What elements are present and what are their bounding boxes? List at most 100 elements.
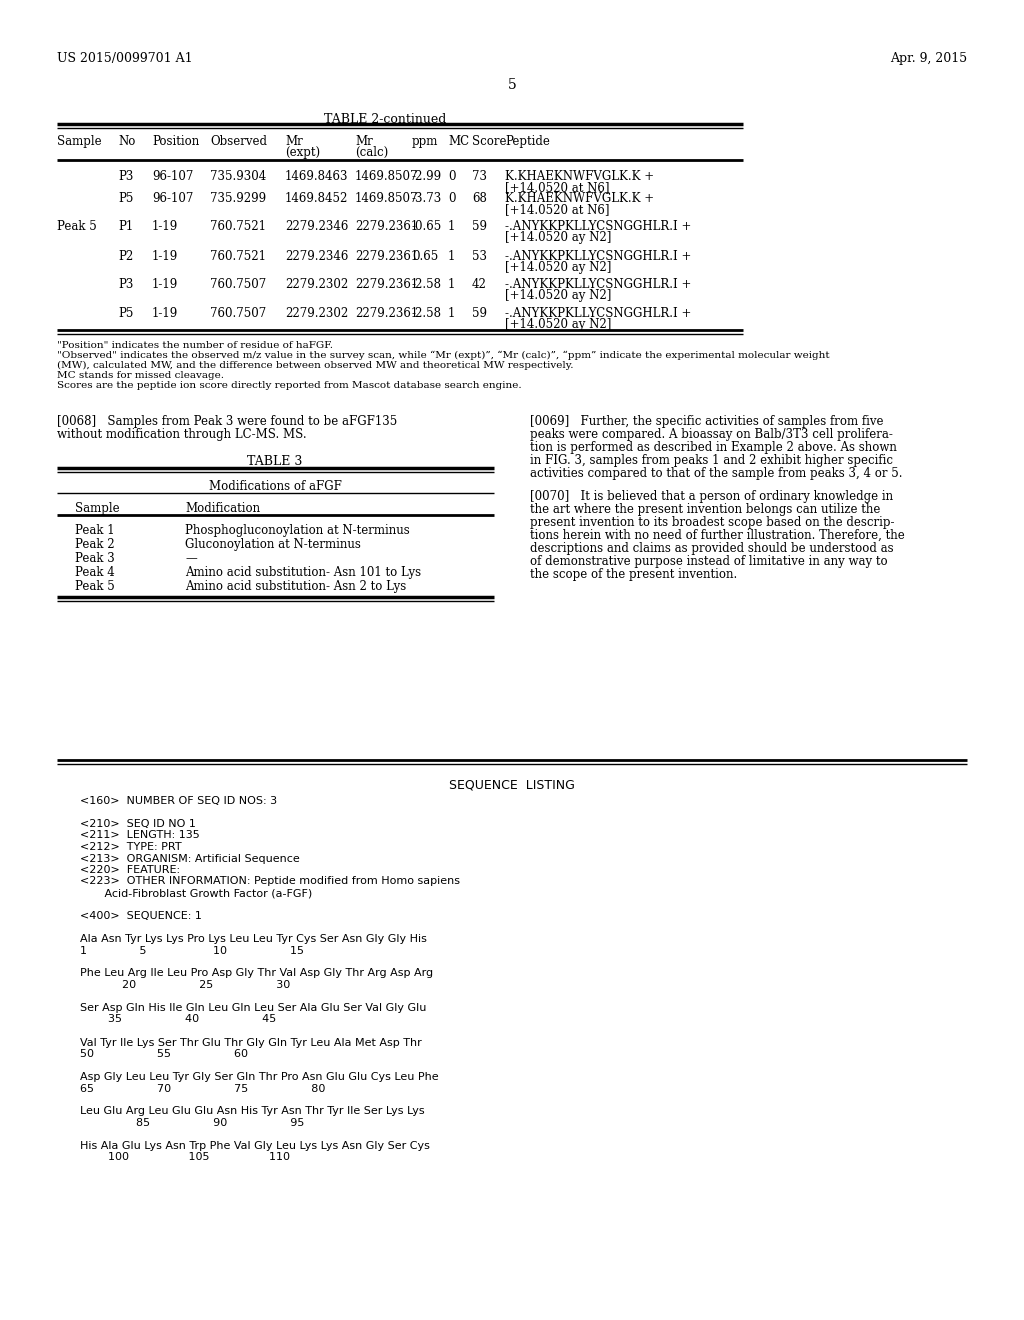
Text: Acid-Fibroblast Growth Factor (a-FGF): Acid-Fibroblast Growth Factor (a-FGF) bbox=[80, 888, 312, 898]
Text: activities compared to that of the sample from peaks 3, 4 or 5.: activities compared to that of the sampl… bbox=[530, 467, 902, 480]
Text: [0069]   Further, the specific activities of samples from five: [0069] Further, the specific activities … bbox=[530, 414, 884, 428]
Text: (MW), calculated MW, and the difference between observed MW and theoretical MW r: (MW), calculated MW, and the difference … bbox=[57, 360, 573, 370]
Text: -2.99: -2.99 bbox=[412, 170, 442, 183]
Text: 59: 59 bbox=[472, 308, 487, 319]
Text: 1469.8452: 1469.8452 bbox=[285, 191, 348, 205]
Text: Peptide: Peptide bbox=[505, 135, 550, 148]
Text: 53: 53 bbox=[472, 249, 487, 263]
Text: Leu Glu Arg Leu Glu Glu Asn His Tyr Asn Thr Tyr Ile Ser Lys Lys: Leu Glu Arg Leu Glu Glu Asn His Tyr Asn … bbox=[80, 1106, 425, 1117]
Text: [+14.0520 ay N2]: [+14.0520 ay N2] bbox=[505, 289, 611, 302]
Text: in FIG. 3, samples from peaks 1 and 2 exhibit higher specific: in FIG. 3, samples from peaks 1 and 2 ex… bbox=[530, 454, 893, 467]
Text: Peak 2: Peak 2 bbox=[75, 539, 115, 550]
Text: of demonstrative purpose instead of limitative in any way to: of demonstrative purpose instead of limi… bbox=[530, 554, 888, 568]
Text: the art where the present invention belongs can utilize the: the art where the present invention belo… bbox=[530, 503, 881, 516]
Text: <212>  TYPE: PRT: <212> TYPE: PRT bbox=[80, 842, 181, 851]
Text: the scope of the present invention.: the scope of the present invention. bbox=[530, 568, 737, 581]
Text: 0: 0 bbox=[449, 191, 456, 205]
Text: No: No bbox=[118, 135, 135, 148]
Text: 96-107: 96-107 bbox=[152, 170, 194, 183]
Text: Amino acid substitution- Asn 101 to Lys: Amino acid substitution- Asn 101 to Lys bbox=[185, 566, 421, 579]
Text: <213>  ORGANISM: Artificial Sequence: <213> ORGANISM: Artificial Sequence bbox=[80, 854, 300, 863]
Text: (expt): (expt) bbox=[285, 147, 321, 158]
Text: 59: 59 bbox=[472, 220, 487, 234]
Text: 1469.8463: 1469.8463 bbox=[285, 170, 348, 183]
Text: [0070]   It is believed that a person of ordinary knowledge in: [0070] It is believed that a person of o… bbox=[530, 490, 893, 503]
Text: Peak 4: Peak 4 bbox=[75, 566, 115, 579]
Text: Observed: Observed bbox=[210, 135, 267, 148]
Text: Peak 5: Peak 5 bbox=[75, 579, 115, 593]
Text: His Ala Glu Lys Asn Trp Phe Val Gly Leu Lys Lys Asn Gly Ser Cys: His Ala Glu Lys Asn Trp Phe Val Gly Leu … bbox=[80, 1140, 430, 1151]
Text: -3.73: -3.73 bbox=[412, 191, 442, 205]
Text: 1-19: 1-19 bbox=[152, 279, 178, 290]
Text: 2279.2361: 2279.2361 bbox=[355, 220, 418, 234]
Text: 2279.2302: 2279.2302 bbox=[285, 279, 348, 290]
Text: 20                  25                  30: 20 25 30 bbox=[80, 979, 290, 990]
Text: 2279.2346: 2279.2346 bbox=[285, 220, 348, 234]
Text: 35                  40                  45: 35 40 45 bbox=[80, 1015, 276, 1024]
Text: <210>  SEQ ID NO 1: <210> SEQ ID NO 1 bbox=[80, 818, 196, 829]
Text: 1               5                   10                  15: 1 5 10 15 bbox=[80, 945, 304, 956]
Text: 735.9304: 735.9304 bbox=[210, 170, 266, 183]
Text: Score: Score bbox=[472, 135, 507, 148]
Text: [0068]   Samples from Peak 3 were found to be aFGF135: [0068] Samples from Peak 3 were found to… bbox=[57, 414, 397, 428]
Text: -.ANYKKPKLLYCSNGGHLR.I +: -.ANYKKPKLLYCSNGGHLR.I + bbox=[505, 249, 691, 263]
Text: [+14.0520 at N6]: [+14.0520 at N6] bbox=[505, 203, 609, 216]
Text: [+14.0520 ay N2]: [+14.0520 ay N2] bbox=[505, 261, 611, 275]
Text: Scores are the peptide ion score directly reported from Mascot database search e: Scores are the peptide ion score directl… bbox=[57, 381, 521, 389]
Text: [+14.0520 at N6]: [+14.0520 at N6] bbox=[505, 181, 609, 194]
Text: 1: 1 bbox=[449, 220, 456, 234]
Text: tions herein with no need of further illustration. Therefore, the: tions herein with no need of further ill… bbox=[530, 529, 905, 543]
Text: -.ANYKKPKLLYCSNGGHLR.I +: -.ANYKKPKLLYCSNGGHLR.I + bbox=[505, 279, 691, 290]
Text: 5: 5 bbox=[508, 78, 516, 92]
Text: 1: 1 bbox=[449, 249, 456, 263]
Text: SEQUENCE  LISTING: SEQUENCE LISTING bbox=[450, 777, 574, 791]
Text: P2: P2 bbox=[118, 249, 133, 263]
Text: <223>  OTHER INFORMATION: Peptide modified from Homo sapiens: <223> OTHER INFORMATION: Peptide modifie… bbox=[80, 876, 460, 887]
Text: <160>  NUMBER OF SEQ ID NOS: 3: <160> NUMBER OF SEQ ID NOS: 3 bbox=[80, 796, 278, 807]
Text: P5: P5 bbox=[118, 308, 133, 319]
Text: 1-19: 1-19 bbox=[152, 220, 178, 234]
Text: 735.9299: 735.9299 bbox=[210, 191, 266, 205]
Text: Mr: Mr bbox=[355, 135, 373, 148]
Text: (calc): (calc) bbox=[355, 147, 388, 158]
Text: peaks were compared. A bioassay on Balb/3T3 cell prolifera-: peaks were compared. A bioassay on Balb/… bbox=[530, 428, 893, 441]
Text: 2279.2361: 2279.2361 bbox=[355, 279, 418, 290]
Text: 760.7521: 760.7521 bbox=[210, 249, 266, 263]
Text: 50                  55                  60: 50 55 60 bbox=[80, 1049, 248, 1059]
Text: 65                  70                  75                  80: 65 70 75 80 bbox=[80, 1084, 326, 1093]
Text: -0.65: -0.65 bbox=[412, 220, 442, 234]
Text: descriptions and claims as provided should be understood as: descriptions and claims as provided shou… bbox=[530, 543, 894, 554]
Text: P1: P1 bbox=[118, 220, 133, 234]
Text: Modifications of aFGF: Modifications of aFGF bbox=[209, 480, 341, 492]
Text: Peak 1: Peak 1 bbox=[75, 524, 115, 537]
Text: K.KHAEKNWFVGLK.K +: K.KHAEKNWFVGLK.K + bbox=[505, 170, 654, 183]
Text: 0: 0 bbox=[449, 170, 456, 183]
Text: 2279.2361: 2279.2361 bbox=[355, 249, 418, 263]
Text: US 2015/0099701 A1: US 2015/0099701 A1 bbox=[57, 51, 193, 65]
Text: -.ANYKKPKLLYCSNGGHLR.I +: -.ANYKKPKLLYCSNGGHLR.I + bbox=[505, 308, 691, 319]
Text: 100                 105                 110: 100 105 110 bbox=[80, 1152, 290, 1163]
Text: -.ANYKKPKLLYCSNGGHLR.I +: -.ANYKKPKLLYCSNGGHLR.I + bbox=[505, 220, 691, 234]
Text: -2.58: -2.58 bbox=[412, 308, 442, 319]
Text: 85                  90                  95: 85 90 95 bbox=[80, 1118, 304, 1129]
Text: Phosphogluconoylation at N-terminus: Phosphogluconoylation at N-terminus bbox=[185, 524, 410, 537]
Text: 0.65: 0.65 bbox=[412, 249, 438, 263]
Text: ppm: ppm bbox=[412, 135, 438, 148]
Text: MC stands for missed cleavage.: MC stands for missed cleavage. bbox=[57, 371, 224, 380]
Text: —: — bbox=[185, 552, 197, 565]
Text: 42: 42 bbox=[472, 279, 486, 290]
Text: 1469.8507: 1469.8507 bbox=[355, 170, 419, 183]
Text: 760.7507: 760.7507 bbox=[210, 279, 266, 290]
Text: 1: 1 bbox=[449, 308, 456, 319]
Text: "Position" indicates the number of residue of haFGF.: "Position" indicates the number of resid… bbox=[57, 341, 333, 350]
Text: present invention to its broadest scope based on the descrip-: present invention to its broadest scope … bbox=[530, 516, 895, 529]
Text: Amino acid substitution- Asn 2 to Lys: Amino acid substitution- Asn 2 to Lys bbox=[185, 579, 407, 593]
Text: Phe Leu Arg Ile Leu Pro Asp Gly Thr Val Asp Gly Thr Arg Asp Arg: Phe Leu Arg Ile Leu Pro Asp Gly Thr Val … bbox=[80, 969, 433, 978]
Text: 1469.8507: 1469.8507 bbox=[355, 191, 419, 205]
Text: "Observed" indicates the observed m/z value in the survey scan, while “Mr (expt): "Observed" indicates the observed m/z va… bbox=[57, 351, 829, 360]
Text: Asp Gly Leu Leu Tyr Gly Ser Gln Thr Pro Asn Glu Glu Cys Leu Phe: Asp Gly Leu Leu Tyr Gly Ser Gln Thr Pro … bbox=[80, 1072, 438, 1082]
Text: P5: P5 bbox=[118, 191, 133, 205]
Text: 68: 68 bbox=[472, 191, 486, 205]
Text: Mr: Mr bbox=[285, 135, 303, 148]
Text: K.KHAEKNWFVGLK.K +: K.KHAEKNWFVGLK.K + bbox=[505, 191, 654, 205]
